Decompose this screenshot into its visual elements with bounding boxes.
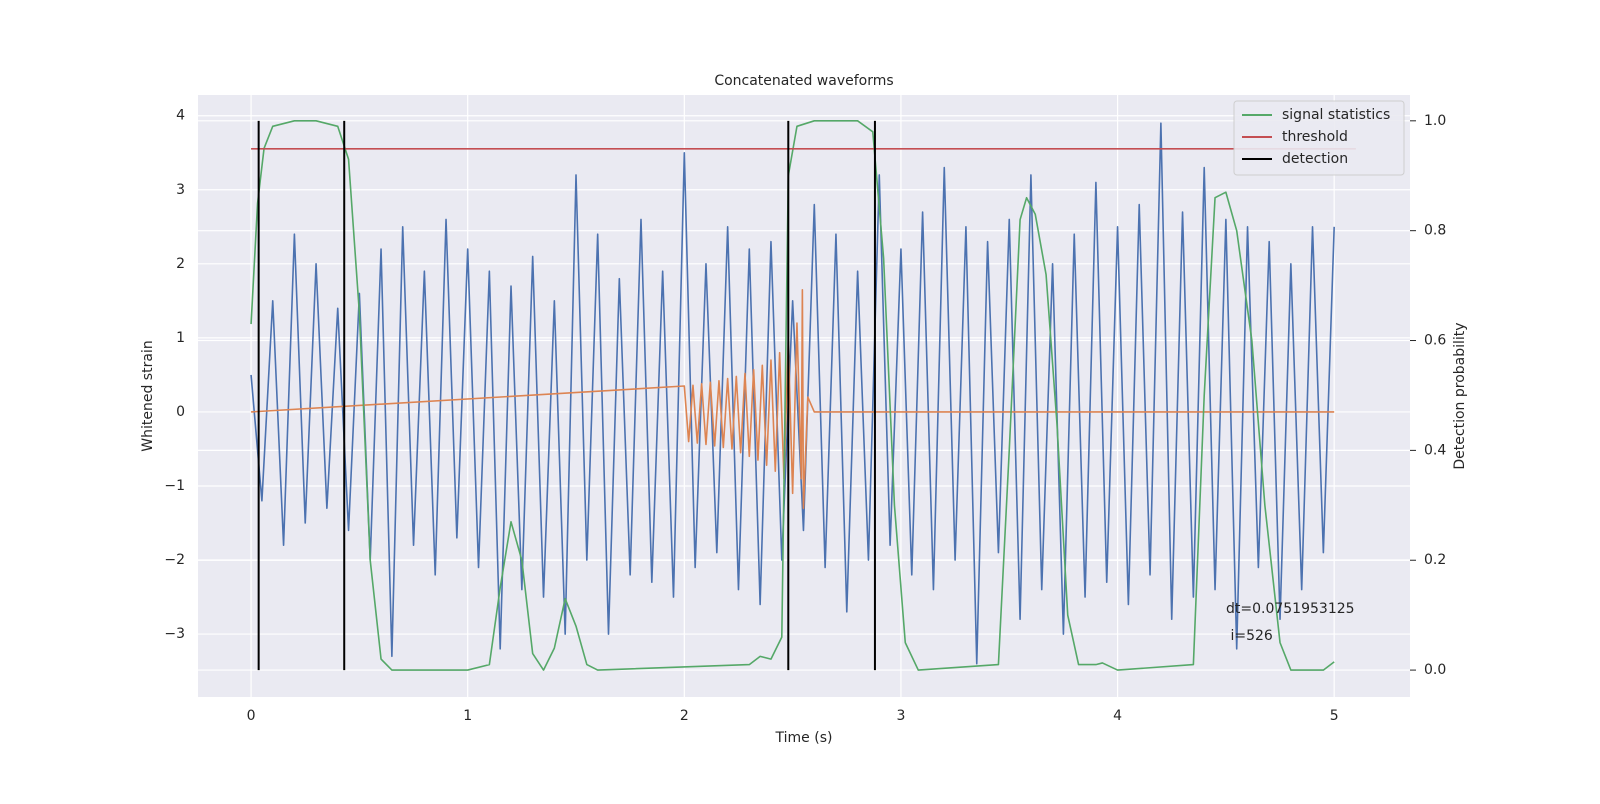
- y-tick-label: 3: [176, 182, 185, 198]
- legend-label: signal statistics: [1282, 107, 1390, 123]
- annotation: dt=0.0751953125: [1226, 601, 1355, 617]
- x-tick-label: 4: [1113, 708, 1122, 724]
- y-tick-label: −1: [164, 478, 185, 494]
- x-tick-label: 1: [463, 708, 472, 724]
- y-axis-label: Whitened strain: [140, 340, 156, 451]
- y2-tick-label: 0.0: [1424, 662, 1446, 678]
- y-tick-label: 4: [176, 108, 185, 124]
- y-tick-label: −3: [164, 626, 185, 642]
- y-tick-label: 1: [176, 330, 185, 346]
- plot-area: [198, 95, 1410, 697]
- annotation: i=526: [1226, 628, 1273, 644]
- lines: [250, 120, 1356, 671]
- series-line: [251, 288, 1335, 509]
- x-tick-label: 3: [896, 708, 905, 724]
- y2-tick-label: 1.0: [1424, 113, 1446, 129]
- y-tick-label: 0: [176, 404, 185, 420]
- y2-tick-label: 0.2: [1424, 552, 1446, 568]
- y2-tick-label: 0.6: [1424, 333, 1446, 349]
- series-line: [250, 122, 1335, 665]
- y2-tick-label: 0.8: [1424, 223, 1446, 239]
- y-tick-label: −2: [164, 552, 185, 568]
- y-tick-label: 2: [176, 256, 185, 272]
- x-axis-label: Time (s): [775, 730, 833, 746]
- x-tick-label: 2: [680, 708, 689, 724]
- chart-title: Concatenated waveforms: [714, 73, 893, 89]
- legend: signal statistics threshold detection: [1233, 100, 1405, 176]
- x-tick-label: 5: [1330, 708, 1339, 724]
- y2-axis-label: Detection probability: [1452, 322, 1468, 469]
- y2-tick-label: 0.4: [1424, 442, 1446, 458]
- legend-box: [1233, 100, 1405, 176]
- x-tick-label: 0: [247, 708, 256, 724]
- legend-label: threshold: [1282, 129, 1348, 145]
- legend-label: detection: [1282, 151, 1348, 167]
- series-line: [250, 120, 1335, 671]
